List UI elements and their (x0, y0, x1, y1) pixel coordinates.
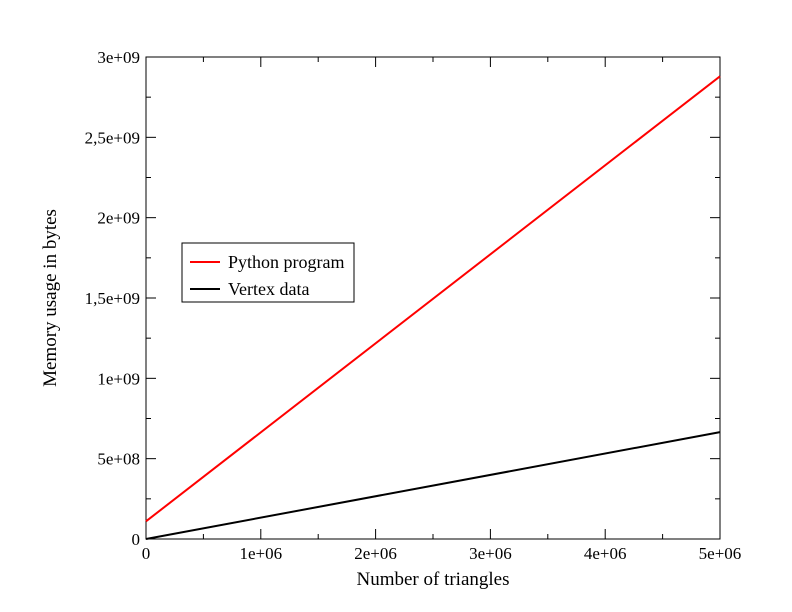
minor-ticks (146, 57, 720, 539)
y-axis-title: Memory usage in bytes (40, 209, 61, 387)
x-axis-title: Number of triangles (356, 569, 509, 590)
legend-label-vertex-data: Vertex data (228, 279, 309, 299)
legend-label-python-program: Python program (228, 252, 345, 272)
major-ticks (145, 56, 721, 540)
x-tick-label: 3e+06 (469, 544, 512, 563)
y-tick-label: 2,5e+09 (85, 128, 140, 147)
y-tick-label: 3e+09 (97, 48, 140, 67)
y-tick-label: 1e+09 (97, 369, 140, 388)
legend: Python program Vertex data (181, 242, 355, 303)
x-tick-label: 5e+06 (699, 544, 742, 563)
series-line-python-program (145, 75, 721, 523)
series-line-vertex-data (145, 431, 721, 540)
y-tick-label: 5e+08 (97, 450, 140, 469)
y-tick-labels: 0 5e+08 1e+09 1,5e+09 2e+09 2,5e+09 3e+09 (85, 48, 140, 549)
legend-box (181, 242, 355, 303)
x-tick-label: 4e+06 (584, 544, 627, 563)
series-lines (145, 75, 721, 540)
x-tick-label: 1e+06 (239, 544, 282, 563)
x-tick-label: 2e+06 (354, 544, 397, 563)
x-tick-label: 0 (142, 544, 151, 563)
x-tick-labels: 0 1e+06 2e+06 3e+06 4e+06 5e+06 (142, 544, 742, 563)
y-tick-label: 2e+09 (97, 209, 140, 228)
y-tick-label: 1,5e+09 (85, 289, 140, 308)
y-tick-label: 0 (132, 530, 141, 549)
